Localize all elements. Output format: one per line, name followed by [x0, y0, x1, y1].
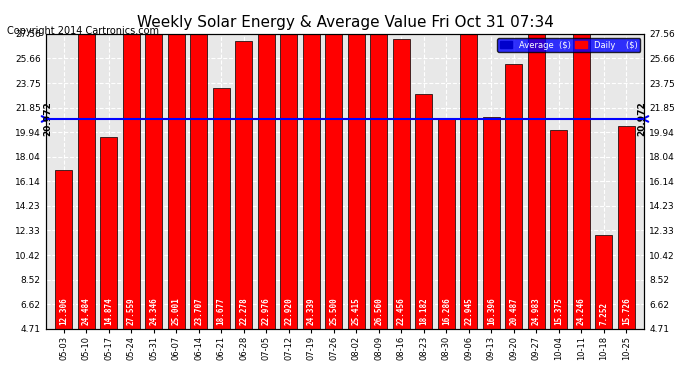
Bar	[573, 16, 590, 329]
Text: 18.677: 18.677	[217, 297, 226, 325]
Bar	[551, 130, 567, 329]
Text: 16.396: 16.396	[487, 297, 496, 325]
Text: 24.339: 24.339	[307, 297, 316, 325]
Bar	[460, 33, 477, 329]
Text: 16.286: 16.286	[442, 297, 451, 325]
Text: 22.945: 22.945	[464, 297, 473, 325]
Text: 20.972: 20.972	[43, 102, 52, 136]
Bar	[595, 235, 612, 329]
Text: 15.726: 15.726	[622, 297, 631, 325]
Bar	[190, 23, 207, 329]
Bar	[145, 15, 162, 329]
Text: 22.976: 22.976	[262, 297, 270, 325]
Text: 14.874: 14.874	[104, 297, 113, 325]
Bar	[168, 6, 185, 329]
Bar	[78, 13, 95, 329]
Bar	[371, 0, 387, 329]
Bar	[348, 1, 365, 329]
Title: Weekly Solar Energy & Average Value Fri Oct 31 07:34: Weekly Solar Energy & Average Value Fri …	[137, 15, 553, 30]
Text: 24.346: 24.346	[149, 297, 158, 325]
Bar	[528, 6, 545, 329]
Bar	[258, 32, 275, 329]
Bar	[100, 137, 117, 329]
Text: 25.001: 25.001	[172, 297, 181, 325]
Text: 26.560: 26.560	[374, 297, 383, 325]
Text: 18.182: 18.182	[420, 297, 428, 325]
Bar	[483, 117, 500, 329]
Bar	[393, 39, 410, 329]
Text: 25.500: 25.500	[329, 297, 338, 325]
Bar	[303, 15, 319, 329]
Text: 22.920: 22.920	[284, 297, 293, 325]
Text: 12.306: 12.306	[59, 297, 68, 325]
Text: 20.487: 20.487	[509, 297, 518, 325]
Text: 15.375: 15.375	[554, 297, 563, 325]
Bar	[325, 0, 342, 329]
Text: 27.559: 27.559	[127, 297, 136, 325]
Text: 22.278: 22.278	[239, 297, 248, 325]
Bar	[123, 0, 139, 329]
Legend: Average  ($), Daily    ($): Average ($), Daily ($)	[497, 38, 640, 52]
Bar	[415, 94, 432, 329]
Bar	[280, 33, 297, 329]
Text: 22.456: 22.456	[397, 297, 406, 325]
Bar	[213, 88, 230, 329]
Bar	[505, 64, 522, 329]
Bar	[618, 126, 635, 329]
Text: 23.707: 23.707	[194, 297, 203, 325]
Text: 24.246: 24.246	[577, 297, 586, 325]
Text: 20.972: 20.972	[638, 102, 647, 136]
Text: 25.415: 25.415	[352, 297, 361, 325]
Text: 7.252: 7.252	[600, 302, 609, 325]
Text: Copyright 2014 Cartronics.com: Copyright 2014 Cartronics.com	[7, 26, 159, 36]
Bar	[55, 170, 72, 329]
Text: 24.484: 24.484	[81, 297, 90, 325]
Text: 24.983: 24.983	[532, 297, 541, 325]
Bar	[235, 41, 252, 329]
Bar	[438, 118, 455, 329]
